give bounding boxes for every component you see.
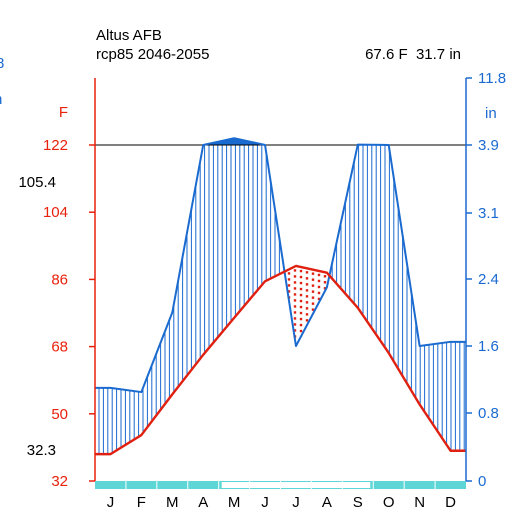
- left-axis-tick-label: 122: [43, 137, 68, 154]
- max-temp-label: 105.4: [18, 174, 56, 191]
- temperature-line: [95, 264, 466, 456]
- arid-dot: [293, 287, 297, 290]
- arid-dot: [311, 290, 315, 293]
- left-axis-tick-label: 68: [51, 339, 68, 356]
- right-axis-unit: in: [485, 105, 497, 122]
- right-axis-tick-label: 0.8: [478, 405, 499, 422]
- min-temp-label: 32.3: [27, 442, 56, 459]
- arid-dot: [323, 281, 327, 284]
- right-axis-tick-label: 2.4: [478, 271, 499, 288]
- month-label: J: [107, 494, 115, 511]
- arid-dot: [293, 323, 297, 326]
- month-label: A: [322, 494, 332, 511]
- plot-area: 32 50 68 86 104 122 0 0.8 1.6 2.4 3.1 3.9 11.8 J F M A M J…: [43, 70, 506, 511]
- arid-dot: [293, 269, 297, 272]
- arid-dot: [299, 293, 303, 297]
- arid-dot: [299, 311, 303, 315]
- arid-dot: [293, 275, 297, 278]
- arid-dot: [317, 285, 321, 289]
- arid-dot: [317, 279, 321, 283]
- month-label: M: [166, 494, 179, 511]
- chart-subtitle: rcp85 2046-2055: [96, 46, 209, 63]
- arid-dot: [299, 275, 303, 279]
- left-axis-tick-label: 32: [51, 473, 68, 490]
- right-axis-tick-label: 3.1: [478, 205, 499, 222]
- precipitation-line: [95, 137, 466, 394]
- right-axis-tick-label: 3.9: [478, 137, 499, 154]
- chart-title: Altus AFB: [96, 27, 162, 44]
- arid-dot: [311, 296, 315, 299]
- edge-label-top: 8: [0, 55, 4, 72]
- right-axis-tick-label: 11.8: [478, 70, 506, 87]
- month-label: M: [228, 494, 241, 511]
- edge-label-mid: n: [0, 91, 2, 108]
- arid-dot: [305, 295, 309, 298]
- arid-dot: [293, 311, 297, 314]
- left-axis-tick-label: 86: [51, 271, 68, 288]
- arid-dot: [311, 308, 315, 311]
- month-label: J: [292, 494, 300, 511]
- arid-dot: [311, 278, 315, 281]
- arid-dot: [305, 271, 309, 274]
- arid-dot: [305, 319, 309, 322]
- arid-dot: [287, 272, 291, 275]
- arid-dot: [293, 293, 297, 296]
- arid-dot: [293, 305, 297, 308]
- arid-dot: [299, 305, 303, 309]
- month-label: N: [414, 494, 425, 511]
- arid-dot: [305, 289, 309, 292]
- arid-dot: [323, 287, 327, 290]
- chart-summary: 67.6 F 31.7 in: [365, 46, 461, 63]
- arid-dot: [287, 284, 291, 287]
- arid-dot: [311, 302, 315, 305]
- arid-dot: [299, 329, 303, 333]
- month-label: D: [445, 494, 456, 511]
- arid-dot: [317, 291, 321, 295]
- arid-dot: [293, 281, 297, 284]
- month-label: F: [137, 494, 146, 511]
- arid-dot: [287, 290, 291, 293]
- arid-dot: [305, 301, 309, 304]
- arid-dot: [293, 329, 297, 332]
- arid-dot: [305, 283, 309, 286]
- right-axis-tick-label: 0: [478, 473, 486, 490]
- arid-dot: [323, 275, 327, 278]
- month-label: J: [261, 494, 269, 511]
- month-label: O: [383, 494, 395, 511]
- arid-dot: [299, 317, 303, 321]
- frost-free-segment: [221, 482, 371, 488]
- precip-excess-fill: [95, 138, 466, 145]
- arid-dot: [305, 307, 309, 310]
- arid-dot: [287, 278, 291, 281]
- arid-dot: [311, 284, 315, 287]
- arid-dot: [305, 313, 309, 316]
- arid-dot: [293, 299, 297, 302]
- arid-dot: [305, 277, 309, 280]
- left-axis-unit: F: [59, 104, 68, 121]
- arid-dot: [293, 317, 297, 320]
- month-label: S: [353, 494, 363, 511]
- arid-dot: [299, 323, 303, 327]
- arid-dot: [299, 269, 303, 273]
- arid-dot: [299, 287, 303, 291]
- left-axis-tick-label: 104: [43, 204, 68, 221]
- left-axis-tick-label: 50: [51, 406, 68, 423]
- arid-dot: [299, 281, 303, 285]
- arid-dot: [311, 272, 315, 275]
- arid-dot: [317, 297, 321, 301]
- right-axis-tick-label: 1.6: [478, 338, 499, 355]
- arid-dot: [317, 273, 321, 277]
- arid-dot: [299, 299, 303, 303]
- month-label: A: [198, 494, 208, 511]
